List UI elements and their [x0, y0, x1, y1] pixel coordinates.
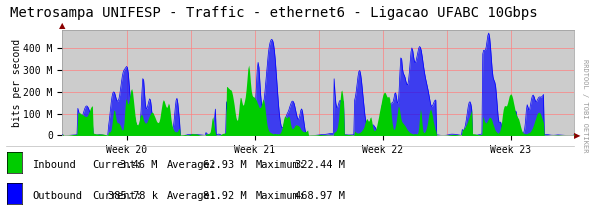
- Text: ▲: ▲: [60, 21, 65, 30]
- Text: Average:: Average:: [167, 191, 217, 201]
- Text: 385.78 k: 385.78 k: [108, 191, 158, 201]
- Text: Maximum:: Maximum:: [256, 160, 306, 170]
- Text: 322.44 M: 322.44 M: [295, 160, 345, 170]
- Text: Average:: Average:: [167, 160, 217, 170]
- Text: 81.92 M: 81.92 M: [203, 191, 247, 201]
- Text: Current:: Current:: [92, 160, 142, 170]
- Y-axis label: bits per second: bits per second: [12, 39, 22, 127]
- Text: Inbound: Inbound: [33, 160, 77, 170]
- Text: Current:: Current:: [92, 191, 142, 201]
- Text: 62.93 M: 62.93 M: [203, 160, 247, 170]
- Text: RRDTOOL / TOBI OETIKER: RRDTOOL / TOBI OETIKER: [582, 59, 588, 152]
- Text: 468.97 M: 468.97 M: [295, 191, 345, 201]
- Text: Metrosampa UNIFESP - Traffic - ethernet6 - Ligacao UFABC 10Gbps: Metrosampa UNIFESP - Traffic - ethernet6…: [10, 6, 537, 20]
- Text: ▶: ▶: [574, 131, 581, 140]
- Text: 3.46 M: 3.46 M: [120, 160, 158, 170]
- Text: Outbound: Outbound: [33, 191, 83, 201]
- Text: Maximum:: Maximum:: [256, 191, 306, 201]
